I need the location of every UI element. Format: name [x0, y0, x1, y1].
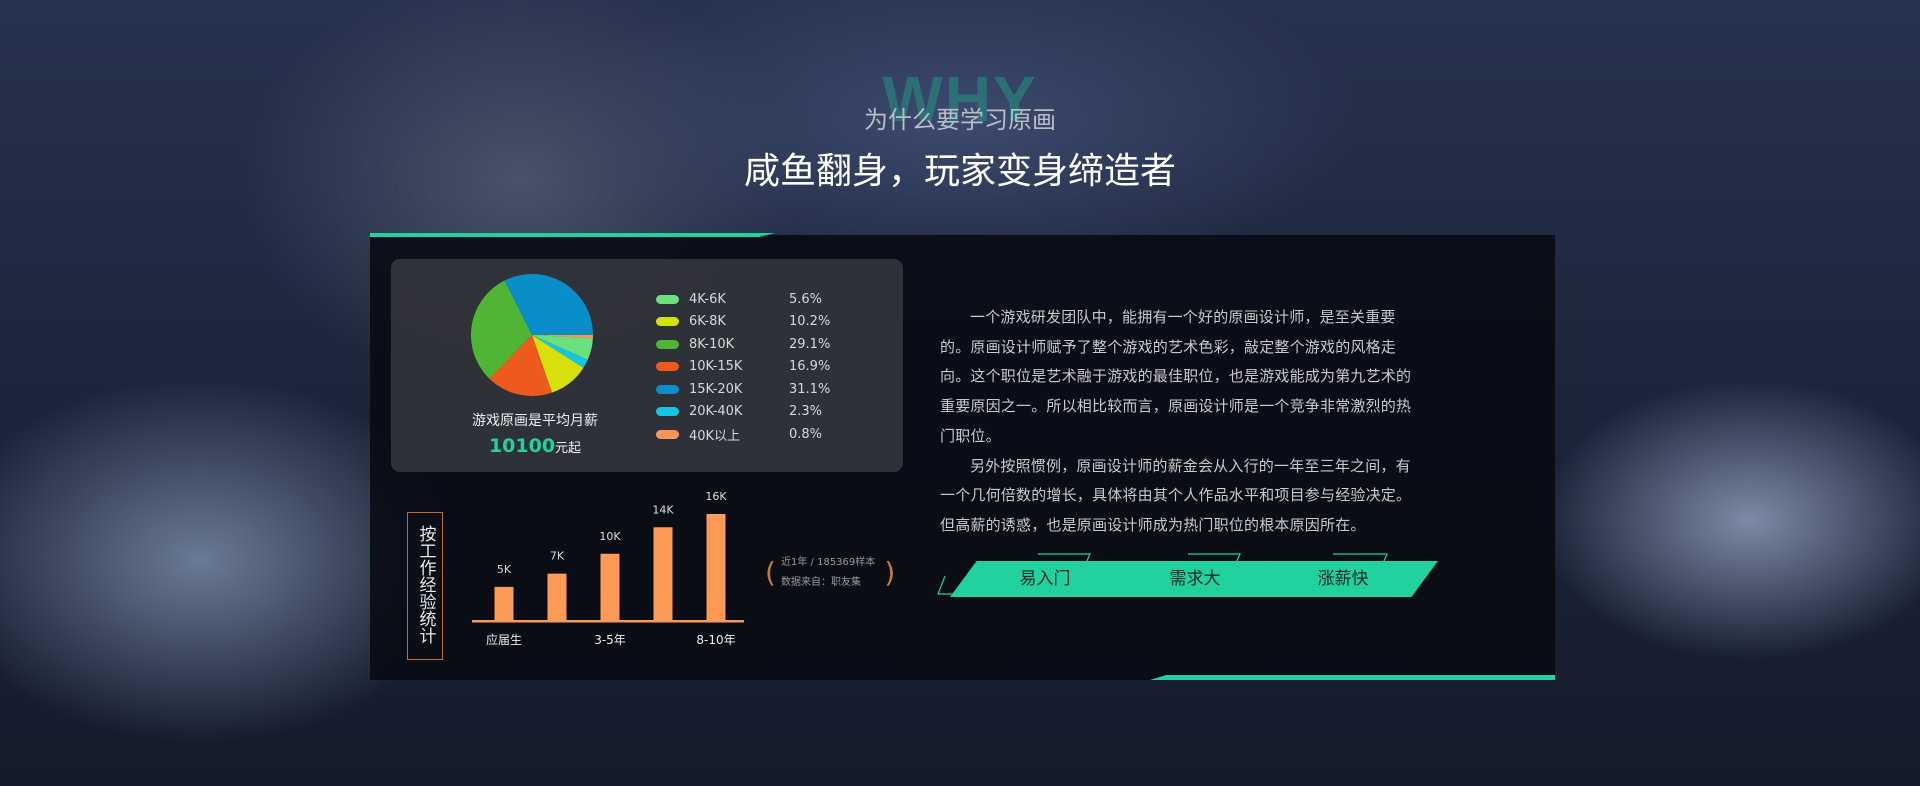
pie-slice-6K-8K	[532, 335, 584, 393]
accent-line-top	[370, 233, 775, 237]
legend-swatch	[656, 429, 679, 439]
data-source-note: ( 近1年 / 185369样本 数据来自：职友集 )	[765, 553, 895, 593]
legend-value: 29.1%	[789, 336, 831, 352]
legend-label: 15K-20K	[689, 381, 743, 397]
description-text: 一个游戏研发团队中，能拥有一个好的原画设计师，是至关重要的。原画设计师赋予了整个…	[940, 303, 1415, 541]
pie-slice-10K-15K	[489, 335, 552, 396]
legend-item: 6K-8K 10.2%	[656, 313, 830, 331]
legend-value: 5.6%	[789, 291, 823, 307]
bar	[547, 573, 567, 620]
pie-slice-40K以上	[532, 335, 593, 339]
legend-item: 10K-15K 16.9%	[656, 358, 830, 376]
note-source: 数据来自：职友集	[781, 577, 861, 588]
description-paragraph: 一个游戏研发团队中，能拥有一个好的原画设计师，是至关重要的。原画设计师赋予了整个…	[940, 308, 1412, 445]
bar-category-label: 应届生	[486, 632, 522, 647]
section-title: 咸鱼翻身，玩家变身缔造者	[743, 151, 1176, 192]
bar	[494, 586, 514, 620]
legend-item: 8K-10K 29.1%	[656, 335, 830, 353]
tag-bg	[1248, 561, 1438, 597]
salary-card	[391, 259, 903, 472]
tag-label: 涨薪快	[1317, 569, 1369, 589]
average-salary-value: 10100	[488, 435, 556, 457]
bar-chart-title: 按工作经验统计	[407, 512, 443, 660]
tag-label: 易入门	[1019, 569, 1071, 589]
bar-data-label: 14K	[652, 503, 674, 516]
bar-baseline	[472, 620, 744, 623]
bar-category-label: 3-5年	[594, 633, 626, 647]
legend-item: 4K-6K 5.6%	[656, 290, 822, 308]
legend-swatch	[656, 384, 679, 394]
legend-label: 4K-6K	[689, 291, 726, 307]
bar-data-label: 10K	[599, 530, 621, 543]
legend-swatch	[656, 317, 679, 326]
pie-slice-8K-10K	[471, 280, 532, 379]
tag-fast-raise[interactable]: 涨薪快	[1248, 561, 1438, 597]
legend-label: 8K-10K	[689, 336, 735, 352]
bar-category-label: 8-10年	[696, 633, 735, 647]
legend-swatch	[656, 339, 679, 349]
legend-label: 6K-8K	[689, 314, 726, 329]
bar	[600, 553, 620, 620]
salary-pie-chart	[471, 274, 593, 396]
legend-value: 16.9%	[789, 359, 831, 374]
salary-caption: 游戏原画是平均月薪	[472, 413, 598, 429]
legend-value: 10.2%	[789, 314, 831, 329]
average-salary-unit: 元起	[555, 441, 582, 456]
tag-label: 需求大	[1169, 569, 1221, 589]
legend-item: 40K以上 0.8%	[656, 425, 823, 444]
bar-data-label: 5K	[497, 563, 512, 576]
pie-slice-20K-40K	[532, 335, 588, 368]
watermark-why: WHY	[882, 63, 1038, 135]
bar	[653, 527, 673, 620]
pie-slice-15K-20K	[504, 274, 593, 335]
paren-left-icon: (	[765, 556, 776, 589]
legend-swatch	[656, 362, 679, 371]
legend-value: 2.3%	[789, 404, 823, 419]
description-paragraph: 另外按照惯例，原画设计师的薪金会从入行的一年至三年之间，有一个几何倍数的增长，具…	[940, 456, 1412, 534]
legend-item: 15K-20K 31.1%	[656, 380, 830, 398]
bar-data-label: 7K	[550, 550, 565, 563]
legend-value: 31.1%	[789, 381, 831, 397]
accent-line-bottom	[1150, 675, 1555, 680]
legend-label: 20K-40K	[689, 404, 743, 419]
experience-bar-chart: 5K 应届生 7K 10K 3-5年 14K 16K 8-10年	[472, 490, 744, 647]
legend-swatch	[656, 407, 679, 416]
bar-data-label: 16K	[705, 490, 727, 503]
legend-label: 40K以上	[689, 428, 741, 444]
note-sample: 近1年 / 185369样本	[781, 557, 876, 568]
bar	[706, 514, 726, 620]
legend-item: 20K-40K 2.3%	[656, 403, 822, 421]
legend-value: 0.8%	[789, 426, 823, 442]
average-salary: 10100元起	[391, 435, 679, 457]
pie-slice-4K-6K	[532, 335, 593, 360]
paren-right-icon: )	[884, 556, 896, 589]
section-subtitle: 为什么要学习原画	[864, 106, 1056, 134]
legend-label: 10K-15K	[689, 359, 743, 374]
legend-swatch	[656, 294, 679, 304]
